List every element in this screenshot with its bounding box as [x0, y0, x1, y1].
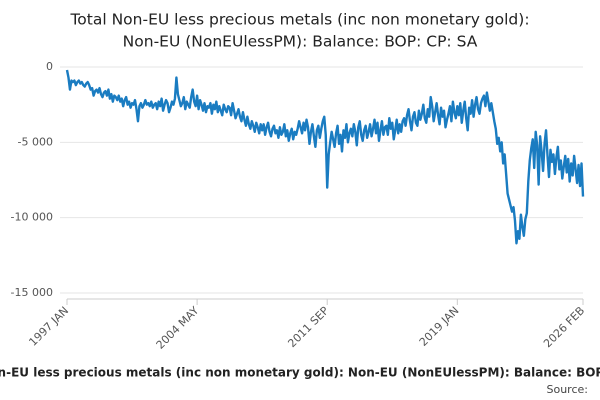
x-tick-label: 2011 SEP: [285, 304, 331, 350]
y-tick-label: -10 000: [11, 211, 53, 224]
x-tick-label: 1997 JAN: [26, 304, 71, 349]
source: Source:: [547, 383, 589, 396]
y-tick-label: -15 000: [11, 286, 53, 299]
y-tick-label: -5 000: [18, 135, 53, 148]
x-tick-label: 2004 MAY: [154, 304, 202, 352]
chart-subtitle: Non-EU (NonEUlessPM): Balance: BOP: CP: …: [123, 33, 478, 51]
data-line: [65, 69, 585, 245]
x-tick-label: 2026 FEB: [541, 304, 587, 350]
footer-title: Total Non-EU less precious metals (inc n…: [0, 366, 600, 380]
x-tick-label: 2019 JAN: [417, 304, 462, 349]
y-tick-label: 0: [46, 60, 53, 73]
chart-title: Total Non-EU less precious metals (inc n…: [69, 11, 529, 29]
